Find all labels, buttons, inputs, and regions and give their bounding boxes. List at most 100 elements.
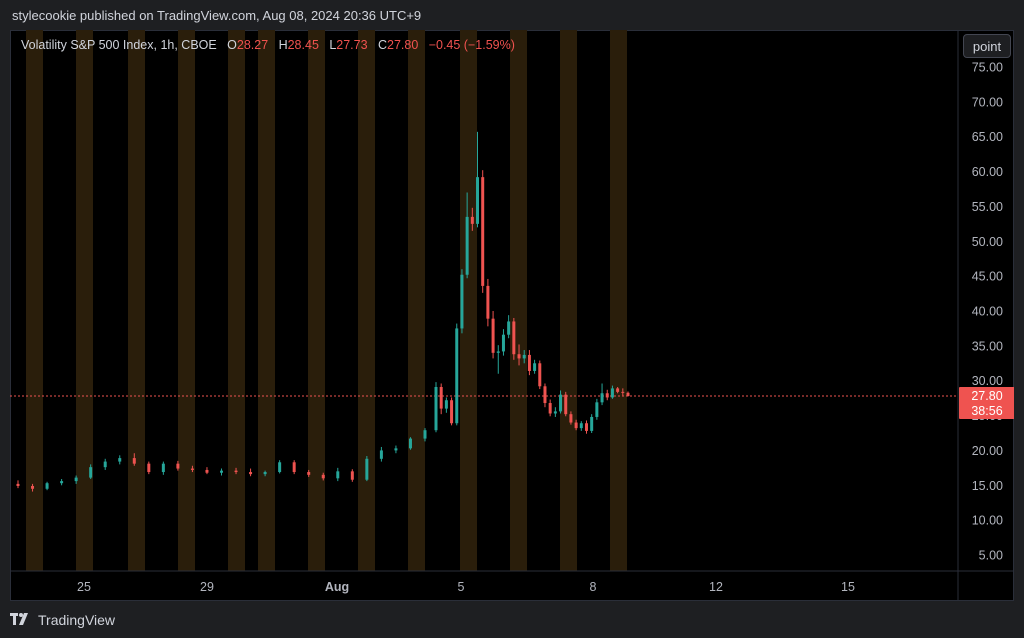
candle <box>595 398 599 420</box>
candle-body <box>584 423 588 431</box>
candle-body <box>205 469 209 473</box>
last-price-tag-bg <box>959 387 1014 420</box>
change-value: −0.45 (−1.59%) <box>428 38 515 52</box>
candle-body <box>569 414 573 423</box>
candle-body <box>507 321 511 335</box>
candle <box>470 207 474 231</box>
candle <box>496 345 500 374</box>
candle-body <box>496 351 500 353</box>
candle-body <box>263 472 267 475</box>
candle-body <box>590 416 594 431</box>
candle-body <box>626 392 630 397</box>
candle <box>31 483 35 492</box>
candle <box>610 385 614 399</box>
candle-body <box>45 483 49 489</box>
candle-body <box>278 462 282 473</box>
price-tick-label: 60.00 <box>972 165 1003 179</box>
close-label: C <box>377 38 387 52</box>
candle <box>45 481 49 491</box>
candle <box>74 475 78 484</box>
candle-body <box>610 388 614 398</box>
candle <box>600 383 604 406</box>
candle-body <box>379 450 383 459</box>
candle-body <box>439 386 443 409</box>
candle-body <box>621 391 625 393</box>
candle-body <box>600 393 604 403</box>
candle-body <box>434 386 438 431</box>
candle-body <box>249 472 253 475</box>
candle-body <box>605 393 609 398</box>
candle <box>517 344 521 366</box>
time-tick-label: 8 <box>590 580 597 594</box>
candle <box>234 467 238 475</box>
candle-body <box>450 400 454 424</box>
candle-body <box>527 354 531 371</box>
candle <box>147 461 151 475</box>
candle-body <box>394 448 398 451</box>
price-tick-label: 55.00 <box>972 200 1003 214</box>
price-axis: 5.0010.0015.0020.0025.0030.0035.0040.004… <box>972 61 1003 563</box>
candle-body <box>476 177 480 224</box>
candle <box>176 460 180 471</box>
candle <box>365 456 369 482</box>
candle <box>89 464 93 480</box>
candle-body <box>444 400 448 409</box>
session-bands <box>26 30 627 571</box>
open-value: 28.27 <box>236 38 269 52</box>
candlestick-chart[interactable]: 5.0010.0015.0020.0025.0030.0035.0040.004… <box>10 30 1014 601</box>
candle <box>553 407 557 417</box>
candle <box>118 455 122 465</box>
candle <box>460 269 464 334</box>
candle <box>408 437 412 450</box>
candle <box>450 397 454 426</box>
candle-body <box>190 468 194 470</box>
high-label: H <box>278 38 288 52</box>
time-axis: 25 29 Aug 5 8 12 15 <box>77 580 855 594</box>
candle-body <box>522 354 526 359</box>
time-tick-label: 12 <box>709 580 723 594</box>
candle-body <box>574 422 578 429</box>
candle-body <box>292 462 296 473</box>
candle-body <box>460 274 464 329</box>
candle <box>543 383 547 408</box>
candle <box>491 311 495 359</box>
candle <box>559 390 563 414</box>
candle <box>249 468 253 477</box>
candle-body <box>517 354 521 359</box>
candle-body <box>595 402 599 417</box>
open-label: O <box>227 38 237 52</box>
price-tick-label: 40.00 <box>972 305 1003 319</box>
session-band <box>610 30 627 571</box>
candle <box>205 467 209 475</box>
candle-body <box>176 463 180 469</box>
candle <box>423 428 427 442</box>
low-value: 27.73 <box>336 38 368 52</box>
candle-body <box>60 481 64 484</box>
candle <box>538 360 542 390</box>
session-band <box>258 30 275 571</box>
candle <box>161 461 165 475</box>
candle-body <box>89 467 93 478</box>
candle <box>220 468 223 476</box>
candle-body <box>616 388 620 392</box>
candle <box>350 469 354 482</box>
candle <box>522 350 526 364</box>
time-tick-label: 29 <box>200 580 214 594</box>
candle-body <box>543 386 547 404</box>
footer-brand[interactable]: TradingView <box>10 612 115 628</box>
price-tick-label: 30.00 <box>972 374 1003 388</box>
session-band <box>228 30 245 571</box>
candle-body <box>579 423 583 429</box>
candle <box>616 386 620 394</box>
candle <box>465 192 469 279</box>
session-band <box>76 30 93 571</box>
candle-body <box>74 477 78 482</box>
price-tick-label: 35.00 <box>972 339 1003 353</box>
candle <box>590 414 594 433</box>
candle-body <box>31 485 35 489</box>
session-band <box>408 30 425 571</box>
session-band <box>308 30 325 571</box>
candle-body <box>16 483 20 486</box>
candle <box>379 446 383 462</box>
point-button[interactable]: point <box>963 34 1011 58</box>
